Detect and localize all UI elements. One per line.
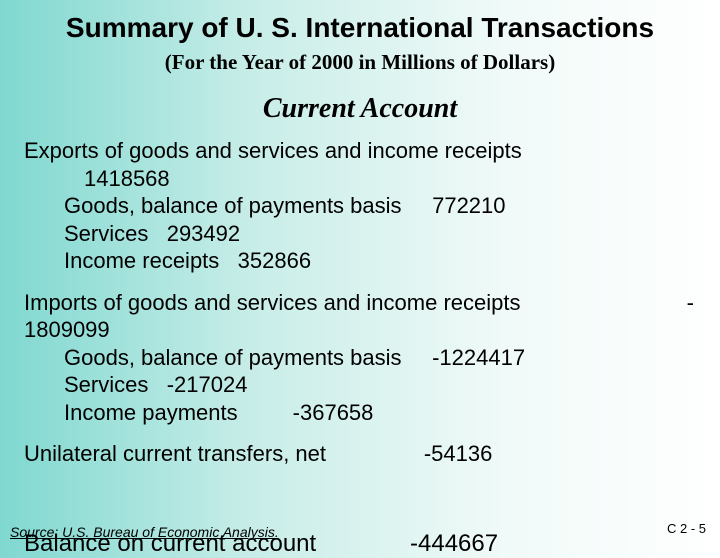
imports-head: Imports of goods and services and income… xyxy=(24,289,700,317)
imports-total: 1809099 xyxy=(24,316,700,344)
imports-block: Imports of goods and services and income… xyxy=(0,289,720,427)
imports-income-label: Income payments xyxy=(64,400,238,425)
page-subtitle: (For the Year of 2000 in Millions of Dol… xyxy=(0,50,720,75)
imports-services-val: -217024 xyxy=(167,372,248,397)
imports-services-label: Services xyxy=(64,372,148,397)
exports-income-label: Income receipts xyxy=(64,248,219,273)
exports-block: Exports of goods and services and income… xyxy=(0,137,720,275)
unilateral-label: Unilateral current transfers, net xyxy=(24,441,326,466)
imports-goods-label: Goods, balance of payments basis xyxy=(64,345,402,370)
balance-label: Balance on current account xyxy=(24,530,316,558)
balance-value: -444667 xyxy=(410,530,498,558)
imports-neg-sign: - xyxy=(687,289,694,317)
exports-services-val: 293492 xyxy=(167,221,240,246)
exports-services-label: Services xyxy=(64,221,148,246)
page-number: C 2 - 5 xyxy=(667,521,706,536)
exports-income: Income receipts 352866 xyxy=(24,247,700,275)
imports-income-val: -367658 xyxy=(293,400,374,425)
section-heading: Current Account xyxy=(0,93,720,125)
imports-income: Income payments -367658 xyxy=(24,399,700,427)
exports-goods-val: 772210 xyxy=(432,193,505,218)
exports-head: Exports of goods and services and income… xyxy=(24,137,700,165)
imports-goods: Goods, balance of payments basis -122441… xyxy=(24,344,700,372)
unilateral-block: Unilateral current transfers, net -54136 xyxy=(0,440,720,468)
exports-goods: Goods, balance of payments basis 772210 xyxy=(24,192,700,220)
imports-head-text: Imports of goods and services and income… xyxy=(24,290,520,315)
exports-total: 1418568 xyxy=(24,165,700,193)
unilateral-val: -54136 xyxy=(424,441,493,466)
exports-goods-label: Goods, balance of payments basis xyxy=(64,193,402,218)
exports-income-val: 352866 xyxy=(238,248,311,273)
exports-services: Services 293492 xyxy=(24,220,700,248)
imports-services: Services -217024 xyxy=(24,371,700,399)
imports-goods-val: -1224417 xyxy=(432,345,525,370)
page-title: Summary of U. S. International Transacti… xyxy=(0,12,720,44)
